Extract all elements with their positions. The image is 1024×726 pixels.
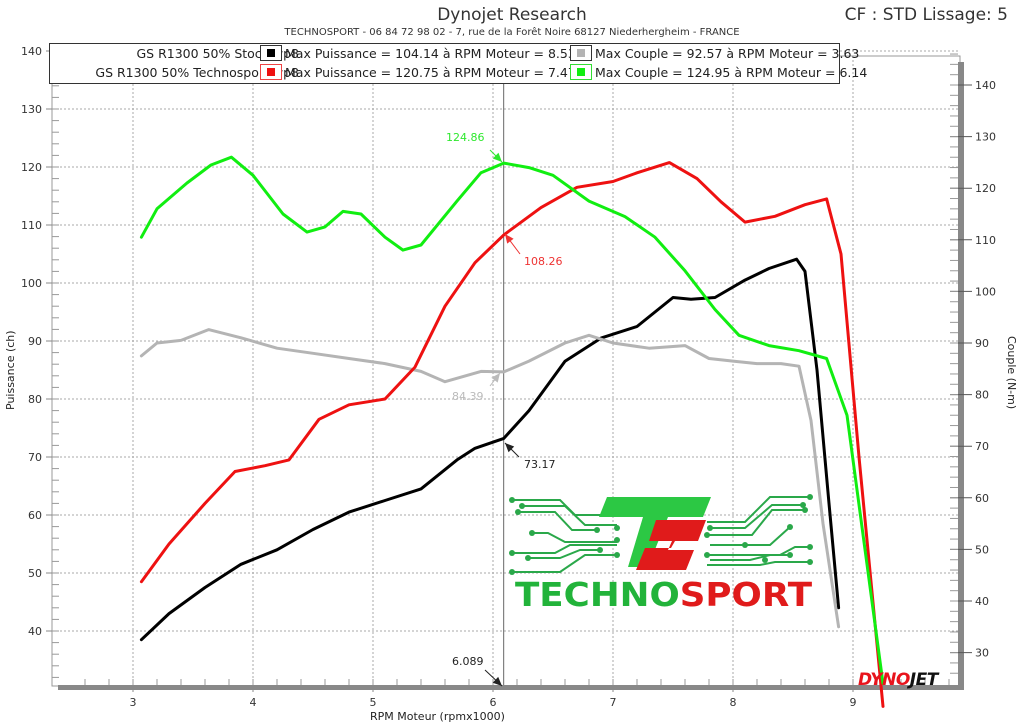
chart-title: Dynojet Research — [437, 5, 587, 25]
legend-swatch-techno-power[interactable] — [260, 64, 282, 80]
svg-text:90: 90 — [28, 335, 42, 348]
svg-text:120: 120 — [21, 161, 42, 174]
svg-text:110: 110 — [975, 234, 996, 247]
legend-techno-torque-text: Max Couple = 124.95 à RPM Moteur = 6.14 — [595, 65, 868, 80]
circuit-nodes-icon — [509, 494, 813, 575]
svg-text:110: 110 — [21, 219, 42, 232]
svg-text:6: 6 — [490, 696, 497, 709]
svg-text:50: 50 — [28, 567, 42, 580]
curve-0 — [139, 257, 841, 642]
legend-swatch-stock-torque[interactable] — [570, 45, 592, 61]
annotations: 124.86 108.26 84.39 73.17 6.089 — [446, 131, 563, 687]
circuit-traces-icon — [512, 496, 810, 573]
legend-stock-torque-text: Max Couple = 92.57 à RPM Moteur = 3.63 — [595, 46, 860, 61]
svg-text:4: 4 — [250, 696, 257, 709]
y-right-axis-label: Couple (N-m) — [1005, 336, 1018, 409]
svg-text:60: 60 — [28, 509, 42, 522]
svg-text:60: 60 — [975, 492, 989, 505]
svg-text:84.39: 84.39 — [452, 390, 484, 403]
legend-techno-power-text: Max Puissance = 120.75 à RPM Moteur = 7.… — [285, 65, 576, 80]
svg-text:80: 80 — [28, 393, 42, 406]
svg-text:7: 7 — [610, 696, 617, 709]
svg-text:8: 8 — [730, 696, 737, 709]
axes: 40 50 60 70 80 90 100 110 120 130 140 3 4 5 6 7 8 9 30 40 50… — [21, 45, 996, 709]
svg-text:9: 9 — [850, 696, 857, 709]
chart-subtitle: TECHNOSPORT - 06 84 72 98 02 - 7, rue de… — [284, 27, 740, 38]
svg-text:140: 140 — [21, 45, 42, 58]
legend-stock-power-text: Max Puissance = 104.14 à RPM Moteur = 8.… — [285, 46, 576, 61]
svg-text:100: 100 — [975, 285, 996, 298]
svg-text:80: 80 — [975, 389, 989, 402]
curves — [139, 155, 885, 708]
svg-text:70: 70 — [28, 451, 42, 464]
curve-1 — [139, 328, 841, 629]
svg-text:140: 140 — [975, 79, 996, 92]
legend-swatch-techno-torque[interactable] — [570, 64, 592, 80]
curve-2 — [139, 161, 885, 708]
svg-text:30: 30 — [975, 647, 989, 660]
correction-factor-label: CF : STD Lissage: 5 — [844, 5, 1008, 25]
legend-row-stock: GS R1300 50% Stock.wp8 Max Puissance = 1… — [50, 44, 859, 63]
legend: GS R1300 50% Stock.wp8 Max Puissance = 1… — [49, 43, 867, 84]
svg-text:120: 120 — [975, 182, 996, 195]
svg-text:90: 90 — [975, 337, 989, 350]
svg-text:70: 70 — [975, 440, 989, 453]
x-axis-label: RPM Moteur (rpmx1000) — [370, 710, 505, 723]
svg-text:6.089: 6.089 — [452, 655, 484, 668]
legend-file-name: GS R1300 50% Stock.wp8 — [136, 46, 300, 61]
svg-text:40: 40 — [28, 625, 42, 638]
legend-row-technosport: GS R1300 50% Technosport.wp8 Max Puissan… — [50, 63, 867, 82]
svg-text:108.26: 108.26 — [524, 255, 563, 268]
dynojet-logo: DYNOJET — [858, 670, 938, 690]
svg-text:73.17: 73.17 — [524, 458, 556, 471]
curve-3 — [139, 155, 885, 686]
svg-text:50: 50 — [975, 543, 989, 556]
legend-swatch-stock-power[interactable] — [260, 45, 282, 61]
svg-text:130: 130 — [21, 103, 42, 116]
svg-text:130: 130 — [975, 131, 996, 144]
svg-text:5: 5 — [370, 696, 377, 709]
svg-text:124.86: 124.86 — [446, 131, 485, 144]
y-left-axis-label: Puissance (ch) — [4, 330, 17, 410]
svg-text:100: 100 — [21, 277, 42, 290]
legend-file-name: GS R1300 50% Technosport.wp8 — [95, 65, 299, 80]
svg-text:3: 3 — [130, 696, 137, 709]
svg-text:40: 40 — [975, 595, 989, 608]
technosport-wordmark: TECHNOSPORT — [515, 575, 813, 614]
ts-monogram-icon — [599, 497, 711, 570]
